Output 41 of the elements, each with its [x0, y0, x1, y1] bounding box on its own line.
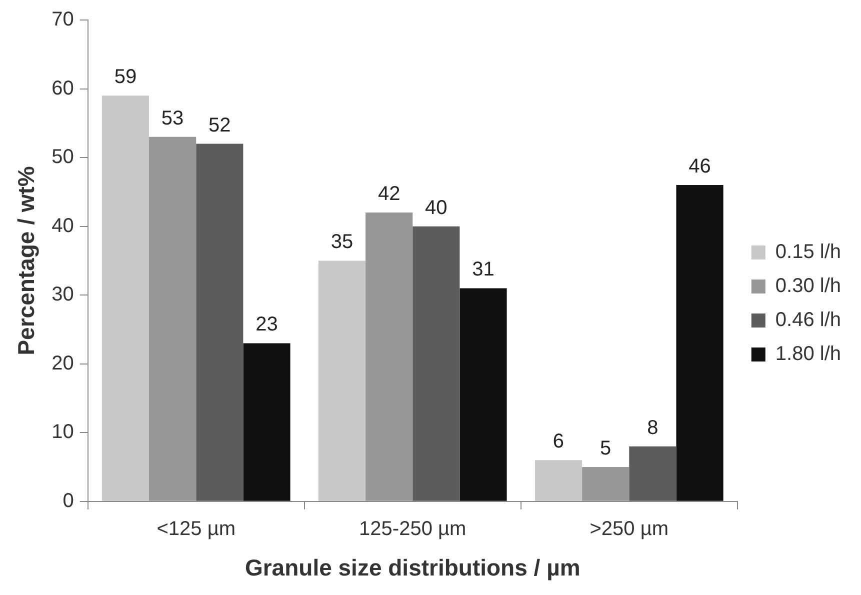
data-label: 6: [552, 430, 564, 453]
data-label: 42: [378, 183, 400, 206]
y-axis-title: Percentage / wt%: [13, 166, 40, 356]
x-tick-label: >250 µm: [590, 518, 669, 540]
data-label: 46: [688, 156, 711, 178]
bar: [102, 96, 150, 501]
bar: [676, 185, 724, 501]
y-tick-label: 10: [52, 421, 74, 444]
x-axis-title: Granule size distributions / µm: [244, 554, 580, 581]
data-label: 40: [425, 196, 448, 219]
bar: [582, 467, 630, 501]
bar: [412, 226, 460, 501]
bar: [460, 288, 507, 501]
y-tick-label: 60: [52, 77, 74, 100]
y-tick-label: 20: [52, 352, 74, 374]
bar: [366, 212, 413, 501]
x-tick-label: <125 µm: [156, 518, 236, 540]
y-tick-label: 40: [52, 214, 74, 237]
data-label: 31: [472, 258, 494, 281]
data-label: 8: [647, 416, 658, 439]
legend-label: 0.46 l/h: [775, 309, 842, 332]
x-tick-label: 125-250 µm: [359, 518, 466, 540]
y-tick-label: 70: [52, 8, 74, 31]
legend-label: 1.80 l/h: [775, 343, 842, 366]
legend-label: 0.15 l/h: [775, 241, 842, 264]
data-label: 59: [114, 66, 137, 88]
bar: [534, 460, 582, 501]
y-tick-label: 50: [52, 146, 74, 168]
data-label: 52: [208, 114, 231, 136]
bar: [629, 446, 676, 501]
bar: [318, 260, 366, 501]
data-label: 35: [330, 231, 354, 254]
data-label: 5: [600, 438, 612, 460]
data-label: 53: [161, 107, 184, 130]
y-tick-label: 30: [52, 284, 74, 306]
legend-label: 0.30 l/h: [775, 275, 842, 298]
bar: [243, 343, 290, 501]
bar: [149, 136, 196, 501]
y-tick-label: 0: [62, 490, 74, 512]
bar: [196, 144, 244, 501]
data-label: 23: [256, 314, 278, 336]
